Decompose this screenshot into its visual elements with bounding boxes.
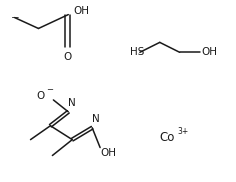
Text: O: O	[36, 91, 44, 101]
Text: N: N	[92, 114, 100, 124]
Text: −: −	[46, 86, 53, 94]
Text: −: −	[11, 13, 19, 23]
Text: O: O	[63, 52, 72, 62]
Text: HS: HS	[130, 47, 144, 57]
Text: OH: OH	[100, 148, 116, 158]
Text: OH: OH	[202, 47, 218, 57]
Text: N: N	[68, 98, 76, 108]
Text: OH: OH	[73, 6, 89, 16]
Text: Co: Co	[160, 131, 175, 144]
Text: 3+: 3+	[178, 127, 189, 136]
